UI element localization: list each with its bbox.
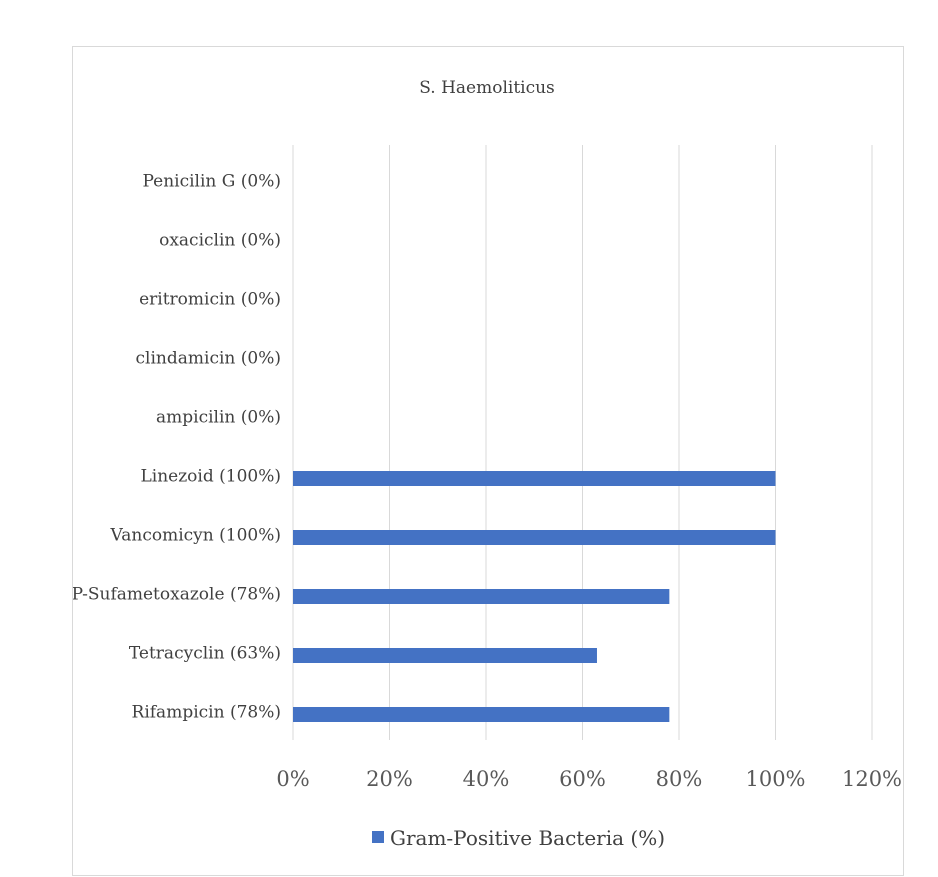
- gridlines: [292, 145, 873, 740]
- legend-label: Gram-Positive Bacteria (%): [390, 826, 665, 850]
- legend: Gram-Positive Bacteria (%): [372, 826, 665, 850]
- bar: [293, 471, 776, 486]
- bar: [293, 707, 670, 722]
- x-tick-label: 0%: [276, 767, 309, 791]
- x-tick-labels: 0% 20% 40% 60% 80% 100% 120%: [276, 767, 902, 791]
- x-tick-label: 80%: [656, 767, 703, 791]
- chart-title: S. Haemoliticus: [419, 78, 555, 98]
- bar: [293, 648, 597, 663]
- category-label: ampicilin (0%): [156, 408, 281, 428]
- category-label: Vancomicyn (100%): [110, 526, 281, 546]
- bars: [293, 471, 776, 722]
- category-label: TMP-Sufametoxazole (78%): [73, 585, 281, 605]
- category-label: Penicilin G (0%): [142, 172, 281, 192]
- category-label: oxaciclin (0%): [159, 231, 281, 251]
- x-tick-label: 20%: [366, 767, 413, 791]
- category-labels: Penicilin G (0%) oxaciclin (0%) eritromici…: [73, 172, 281, 723]
- category-label: Tetracyclin (63%): [129, 644, 281, 664]
- x-tick-label: 40%: [463, 767, 510, 791]
- x-tick-label: 100%: [745, 767, 805, 791]
- category-label: Rifampicin (78%): [132, 703, 281, 723]
- x-tick-label: 120%: [842, 767, 902, 791]
- category-label: clindamicin (0%): [136, 349, 281, 369]
- x-tick-label: 60%: [559, 767, 606, 791]
- category-label: eritromicin (0%): [139, 290, 281, 310]
- bar-chart: S. Haemoliticus Penicilin G (0%) oxacicli…: [73, 78, 902, 850]
- bar: [293, 530, 776, 545]
- chart-frame: S. Haemoliticus Penicilin G (0%) oxacicli…: [72, 46, 904, 876]
- bar: [293, 589, 670, 604]
- category-label: Linezoid (100%): [140, 467, 281, 487]
- legend-swatch: [372, 831, 384, 843]
